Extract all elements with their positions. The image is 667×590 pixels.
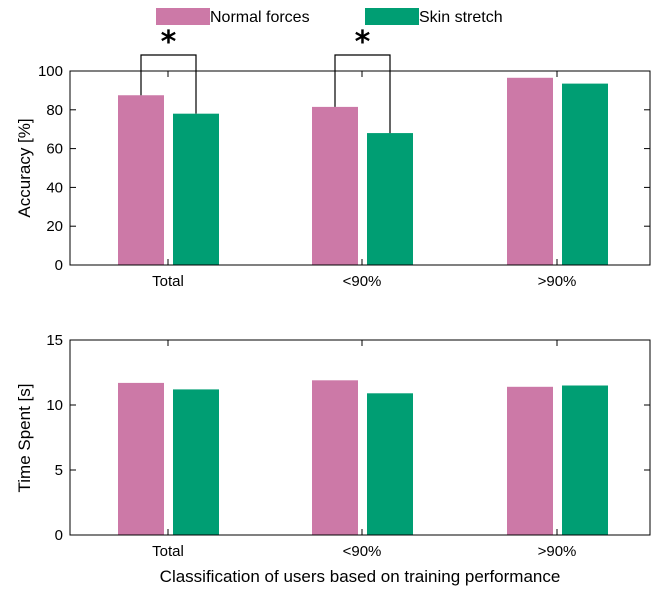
legend: Normal forces Skin stretch — [156, 8, 503, 26]
accuracy-x-tick-label-total: Total — [152, 273, 184, 290]
accuracy-panel: Accuracy [%] 0 20 40 60 80 100 Total <90% >90% * * — [15, 25, 651, 290]
accuracy-significance-marker-lt-90pct: * — [355, 25, 371, 60]
legend-label-skin-stretch: Skin stretch — [419, 9, 503, 26]
x-axis-label: Classification of users based on trainin… — [160, 567, 561, 586]
accuracy-x-tick-label-gt-90pct: >90% — [538, 273, 577, 290]
accuracy-bar-normal-forces-lt-90pct — [312, 106, 358, 265]
time-spent-bar-normal-forces-gt-90pct — [507, 386, 553, 535]
accuracy-bar-normal-forces-total — [118, 95, 164, 265]
time-spent-y-tick-label-5: 5 — [55, 462, 63, 479]
accuracy-y-tick-label-40: 40 — [46, 179, 63, 196]
accuracy-y-tick-label-0: 0 — [55, 257, 63, 274]
time-spent-bar-skin-stretch-total — [173, 389, 219, 535]
accuracy-y-tick-label-80: 80 — [46, 102, 63, 119]
time-spent-x-tick-label-total: Total — [152, 543, 184, 560]
time-spent-x-tick-label-gt-90pct: >90% — [538, 543, 577, 560]
accuracy-significance-bracket-total — [140, 54, 197, 114]
accuracy-significance-bracket-lt-90pct — [334, 54, 391, 134]
accuracy-bar-normal-forces-gt-90pct — [507, 77, 553, 265]
time-spent-y-tick-label-15: 15 — [46, 332, 63, 349]
legend-swatch-skin-stretch — [365, 8, 419, 25]
accuracy-y-axis-label: Accuracy [%] — [15, 118, 34, 217]
accuracy-x-tick-label-lt-90pct: <90% — [343, 273, 382, 290]
time-spent-y-axis-label: Time Spent [s] — [15, 384, 34, 493]
accuracy-bar-skin-stretch-gt-90pct — [562, 83, 608, 265]
accuracy-axes-box — [69, 70, 651, 266]
time-spent-bar-skin-stretch-lt-90pct — [367, 393, 413, 535]
time-spent-axes-box — [69, 339, 651, 536]
time-spent-panel: Time Spent [s] 0 5 10 15 Total <90% >90% — [15, 332, 651, 560]
time-spent-y-tick-label-0: 0 — [55, 527, 63, 544]
accuracy-y-tick-label-20: 20 — [46, 218, 63, 235]
legend-swatch-normal-forces — [156, 8, 210, 25]
time-spent-x-tick-label-lt-90pct: <90% — [343, 543, 382, 560]
time-spent-bar-skin-stretch-gt-90pct — [562, 385, 608, 535]
time-spent-y-tick-label-10: 10 — [46, 397, 63, 414]
accuracy-y-tick-label-100: 100 — [38, 63, 63, 80]
accuracy-bar-skin-stretch-total — [173, 113, 219, 266]
time-spent-bar-normal-forces-lt-90pct — [312, 380, 358, 535]
accuracy-significance-marker-total: * — [161, 25, 177, 60]
legend-label-normal-forces: Normal forces — [210, 9, 310, 26]
time-spent-bar-normal-forces-total — [118, 382, 164, 535]
accuracy-y-tick-label-60: 60 — [46, 141, 63, 158]
accuracy-bar-skin-stretch-lt-90pct — [367, 133, 413, 265]
